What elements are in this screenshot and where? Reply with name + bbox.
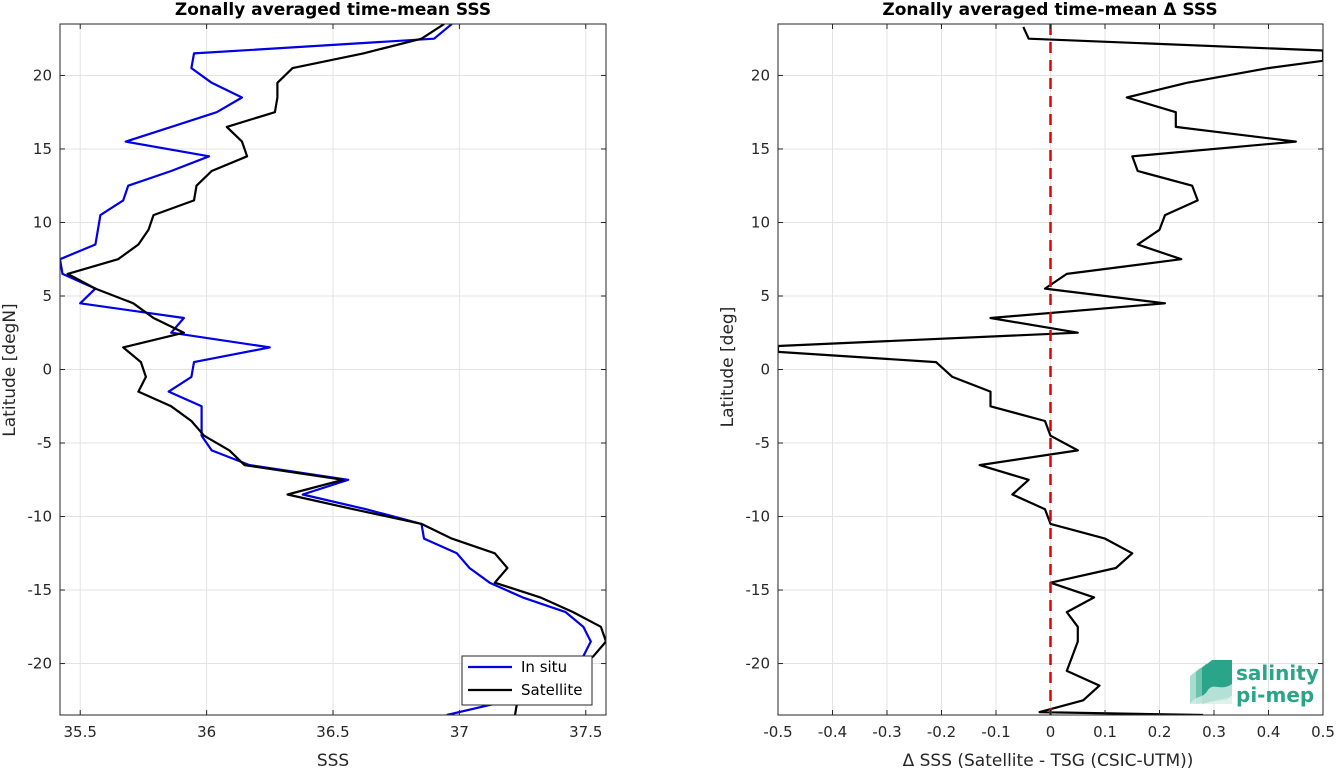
y-tick-label: 20: [33, 66, 52, 84]
x-tick-label: 37.5: [569, 723, 602, 741]
y-tick-label: 0: [42, 361, 52, 379]
logo-text-pimep: pi-mep: [1236, 683, 1314, 707]
y-tick-label: 15: [751, 140, 770, 158]
y-tick-label: -15: [746, 581, 771, 599]
y-tick-label: 5: [42, 287, 52, 305]
legend-in-situ-label: In situ: [521, 658, 567, 676]
y-tick-label: -10: [28, 508, 53, 526]
x-tick-label: -0.2: [927, 723, 956, 741]
x-tick-label: 0.3: [1202, 723, 1226, 741]
y-tick-label: -20: [746, 655, 771, 673]
y-tick-label: 20: [751, 66, 770, 84]
y-tick-label: 10: [751, 213, 770, 231]
delta-sss-series-line: [778, 26, 1323, 715]
y-tick-label: 5: [760, 287, 770, 305]
left-grid: [60, 24, 606, 715]
x-tick-label: -0.5: [763, 723, 792, 741]
right-series: [778, 24, 1323, 715]
logo-mark-icon: [1190, 660, 1232, 704]
y-tick-label: 0: [760, 361, 770, 379]
satellite-series-line: [66, 24, 606, 715]
x-tick-label: 36: [197, 723, 216, 741]
right-chart-title: Zonally averaged time-mean Δ SSS: [882, 0, 1217, 20]
right-chart: -0.5 -0.4 -0.3 -0.2 -0.1 0 0.1 0.2 0.3 0.4 0.5 -20 -…: [718, 0, 1335, 769]
left-ticks: 35.5 36 36.5 37 37.5 -20 -15 -10 -5 0 5 10 15 20: [28, 24, 606, 741]
x-tick-label: 37: [450, 723, 469, 741]
right-y-axis-label: Latitude [deg]: [718, 307, 738, 428]
x-tick-label: 0.1: [1093, 723, 1117, 741]
legend-satellite-label: Satellite: [521, 681, 582, 699]
right-ticks: -0.5 -0.4 -0.3 -0.2 -0.1 0 0.1 0.2 0.3 0.4 0.5 -20 -…: [746, 24, 1335, 741]
x-tick-label: 35.5: [64, 723, 97, 741]
salinity-pi-mep-logo: salinity pi-mep: [1190, 660, 1319, 707]
x-tick-label: 0: [1046, 723, 1056, 741]
x-tick-label: 0.5: [1311, 723, 1335, 741]
y-tick-label: -15: [28, 581, 53, 599]
y-tick-label: -5: [37, 434, 52, 452]
left-chart: 35.5 36 36.5 37 37.5 -20 -15 -10 -5 0 5 10 15 20 Zona…: [0, 0, 607, 769]
y-tick-label: -20: [28, 655, 53, 673]
x-tick-label: 0.2: [1148, 723, 1172, 741]
y-tick-label: -10: [746, 508, 771, 526]
left-chart-title: Zonally averaged time-mean SSS: [175, 0, 491, 20]
in-situ-series-line: [60, 24, 592, 715]
legend: In situ Satellite: [461, 655, 593, 706]
y-tick-label: -5: [755, 434, 770, 452]
right-x-axis-label: Δ SSS (Satellite - TSG (CSIC-UTM)): [903, 751, 1194, 769]
y-tick-label: 15: [33, 140, 52, 158]
x-tick-label: -0.1: [981, 723, 1010, 741]
x-tick-label: -0.3: [872, 723, 901, 741]
left-x-axis-label: SSS: [317, 751, 349, 769]
x-tick-label: -0.4: [818, 723, 847, 741]
logo-text-salinity: salinity: [1236, 661, 1319, 685]
y-tick-label: 10: [33, 213, 52, 231]
left-y-axis-label: Latitude [degN]: [0, 303, 20, 436]
x-tick-label: 36.5: [316, 723, 349, 741]
legend-box: [461, 655, 593, 706]
left-series: [60, 24, 606, 715]
x-tick-label: 0.4: [1257, 723, 1281, 741]
